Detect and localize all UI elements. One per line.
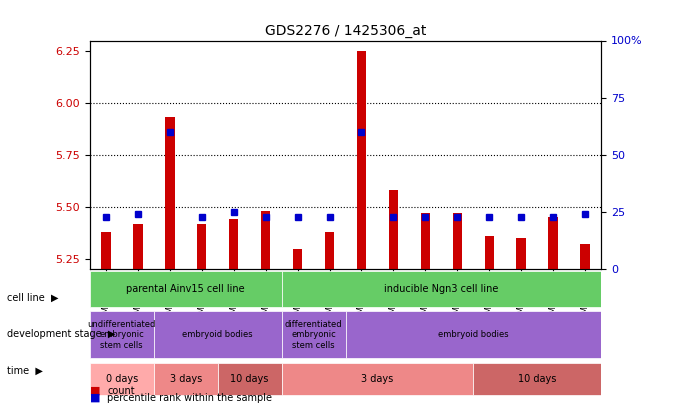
Text: differentiated
embryonic
stem cells: differentiated embryonic stem cells xyxy=(285,320,342,350)
FancyBboxPatch shape xyxy=(281,271,601,307)
FancyBboxPatch shape xyxy=(281,363,473,395)
Bar xyxy=(388,190,398,269)
Bar xyxy=(580,244,590,269)
FancyBboxPatch shape xyxy=(346,311,601,358)
Text: 3 days: 3 days xyxy=(169,374,202,384)
Bar xyxy=(229,220,238,269)
Bar xyxy=(549,217,558,269)
Bar xyxy=(516,238,526,269)
Bar xyxy=(421,213,430,269)
Text: 0 days: 0 days xyxy=(106,374,138,384)
Text: ■: ■ xyxy=(90,393,100,403)
Bar xyxy=(133,224,142,269)
Text: inducible Ngn3 cell line: inducible Ngn3 cell line xyxy=(384,284,499,294)
Text: 10 days: 10 days xyxy=(518,374,556,384)
Bar xyxy=(453,213,462,269)
Bar xyxy=(484,236,494,269)
Text: time  ▶: time ▶ xyxy=(7,366,43,375)
FancyBboxPatch shape xyxy=(218,363,281,395)
Bar xyxy=(197,224,207,269)
FancyBboxPatch shape xyxy=(90,311,153,358)
Text: 10 days: 10 days xyxy=(230,374,269,384)
Text: embryoid bodies: embryoid bodies xyxy=(182,330,253,339)
Text: parental Ainv15 cell line: parental Ainv15 cell line xyxy=(126,284,245,294)
Text: undifferentiated
embryonic
stem cells: undifferentiated embryonic stem cells xyxy=(88,320,156,350)
FancyBboxPatch shape xyxy=(153,311,281,358)
Bar xyxy=(165,117,175,269)
FancyBboxPatch shape xyxy=(281,311,346,358)
Bar xyxy=(357,51,366,269)
Text: percentile rank within the sample: percentile rank within the sample xyxy=(107,393,272,403)
Text: ■: ■ xyxy=(90,386,100,396)
Bar xyxy=(293,249,303,269)
Bar xyxy=(261,211,270,269)
Bar xyxy=(101,232,111,269)
Text: GDS2276 / 1425306_at: GDS2276 / 1425306_at xyxy=(265,24,426,38)
FancyBboxPatch shape xyxy=(90,271,281,307)
Text: development stage  ▶: development stage ▶ xyxy=(7,329,115,339)
FancyBboxPatch shape xyxy=(473,363,601,395)
Text: cell line  ▶: cell line ▶ xyxy=(7,293,59,303)
FancyBboxPatch shape xyxy=(153,363,218,395)
Text: 3 days: 3 days xyxy=(361,374,394,384)
Text: count: count xyxy=(107,386,135,396)
Bar xyxy=(325,232,334,269)
FancyBboxPatch shape xyxy=(90,363,153,395)
Text: embryoid bodies: embryoid bodies xyxy=(438,330,509,339)
